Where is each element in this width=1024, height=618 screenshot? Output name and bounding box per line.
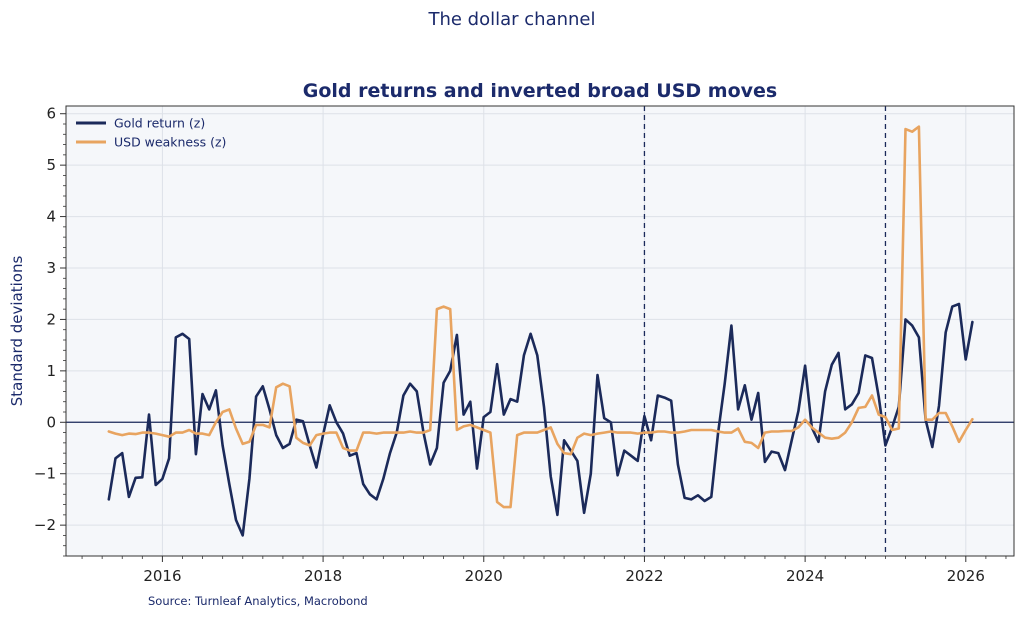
x-tick-label: 2018 — [304, 567, 342, 585]
y-axis: −2 −1 0 1 2 3 4 5 6 — [34, 105, 66, 534]
reference-lines — [66, 106, 1014, 556]
y-axis-label: Standard deviations — [8, 256, 26, 407]
legend-label-usd: USD weakness (z) — [114, 135, 226, 150]
y-tick-label: 5 — [46, 156, 56, 174]
y-tick-label: 0 — [46, 413, 56, 431]
minor-ticks — [63, 123, 1007, 559]
y-tick-label: −2 — [34, 516, 56, 534]
y-tick-label: −1 — [34, 465, 56, 483]
legend: Gold return (z) USD weakness (z) — [76, 116, 226, 150]
gold-return-line — [107, 302, 974, 537]
chart-title: Gold returns and inverted broad USD move… — [303, 80, 777, 102]
figure-suptitle: The dollar channel — [427, 9, 595, 30]
series-lines — [107, 125, 974, 537]
x-tick-label: 2016 — [143, 567, 181, 585]
y-tick-label: 1 — [46, 362, 56, 380]
x-tick-label: 2020 — [465, 567, 503, 585]
x-tick-label: 2022 — [625, 567, 663, 585]
x-tick-label: 2026 — [947, 567, 985, 585]
y-tick-label: 2 — [46, 310, 56, 328]
usd-weakness-line — [107, 125, 974, 509]
legend-label-gold: Gold return (z) — [114, 116, 205, 131]
plot-frame — [65, 105, 1015, 557]
y-tick-label: 3 — [46, 259, 56, 277]
grid-lines — [66, 106, 1014, 556]
y-tick-label: 4 — [46, 208, 56, 226]
source-note: Source: Turnleaf Analytics, Macrobond — [148, 594, 368, 608]
y-tick-label: 6 — [46, 105, 56, 123]
plot-background — [66, 106, 1014, 556]
x-axis: 2016 2018 2020 2022 2024 2026 — [143, 556, 985, 585]
x-tick-label: 2024 — [786, 567, 824, 585]
